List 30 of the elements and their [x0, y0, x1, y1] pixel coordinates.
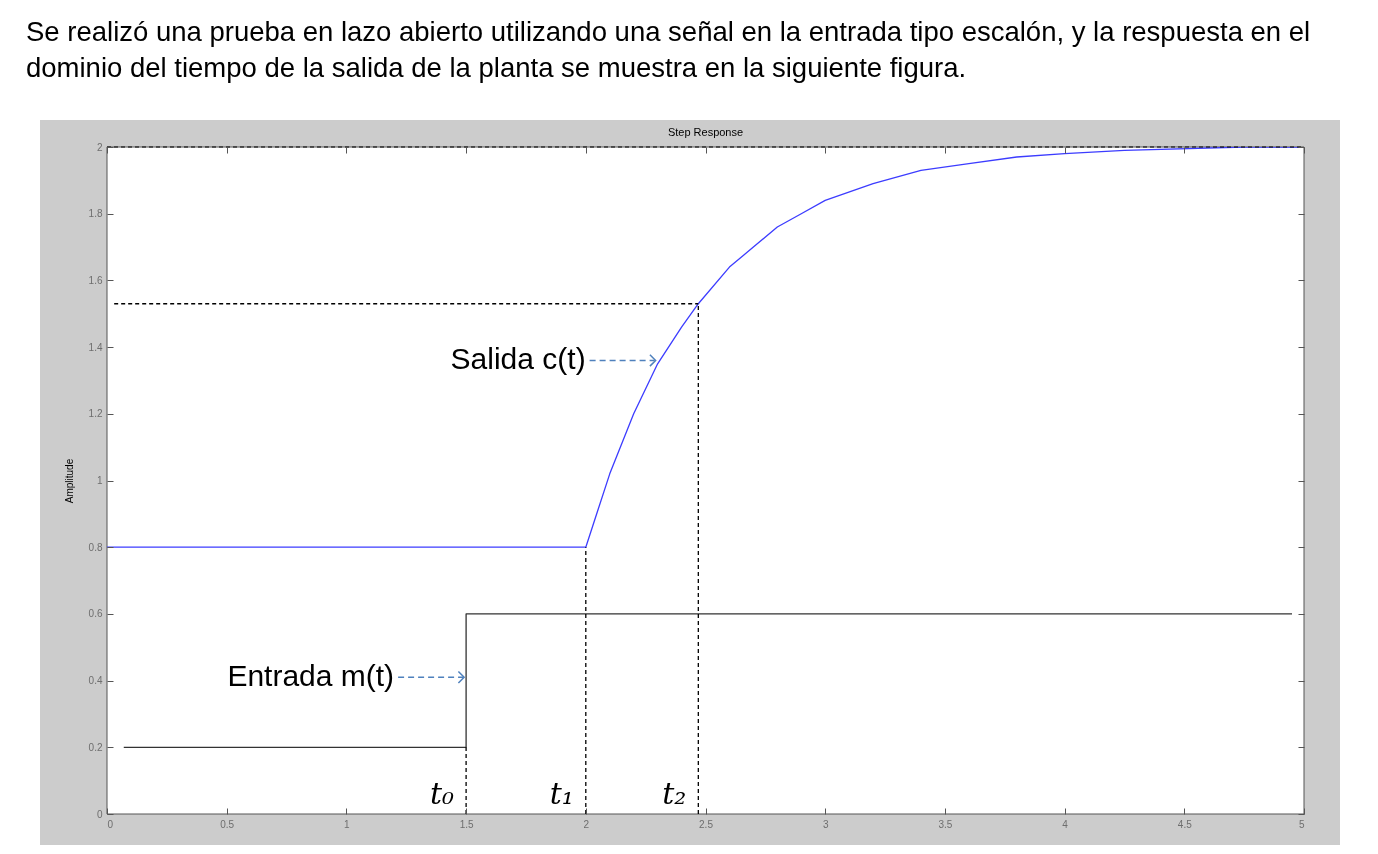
y-tick-label: 0.8 [88, 541, 103, 553]
x-tick-label: 4 [1062, 818, 1069, 830]
x-tick-label: 1 [344, 818, 351, 830]
x-tick-label: 0 [107, 818, 114, 830]
x-tick-label: 0.5 [220, 818, 235, 830]
x-tick-label: 2 [583, 818, 590, 830]
x-tick-label: 5 [1298, 818, 1305, 830]
y-tick-label: 0.4 [88, 675, 103, 687]
annotation: t₁ [549, 776, 574, 811]
y-tick-label: 2 [96, 141, 103, 153]
annotation: t₀ [430, 776, 455, 811]
y-tick-label: 1.2 [88, 408, 103, 420]
x-tick-label: 4.5 [1177, 818, 1193, 830]
x-tick-label: 3.5 [938, 818, 953, 830]
y-tick-label: 0.2 [88, 741, 103, 753]
y-tick-label: 1.4 [88, 341, 103, 353]
text: Se realizó una prueba en lazo abierto utilizando una señal en la entrada tipo escalón, y la respuesta en el dominio del tiempo de la salida de la planta se muestra en la siguiente figura. [26, 16, 1311, 83]
y-tick-label: 1.6 [88, 274, 103, 286]
chart-title: Step Response [667, 126, 744, 138]
annotation: Entrada m(t) [227, 659, 395, 693]
x-tick-label: 1.5 [459, 818, 474, 830]
y-tick-label: 0.6 [88, 608, 103, 620]
y-tick-label: 1.8 [88, 208, 103, 220]
x-tick-label: 3 [822, 818, 829, 830]
y-tick-label: 1 [96, 475, 103, 486]
y-axis-title: Amplitude [63, 458, 75, 504]
annotation: Salida c(t) [450, 342, 586, 376]
x-tick-label: 2.5 [699, 818, 714, 830]
annotation: t₂ [662, 776, 687, 811]
y-tick-label: 0 [96, 808, 103, 820]
